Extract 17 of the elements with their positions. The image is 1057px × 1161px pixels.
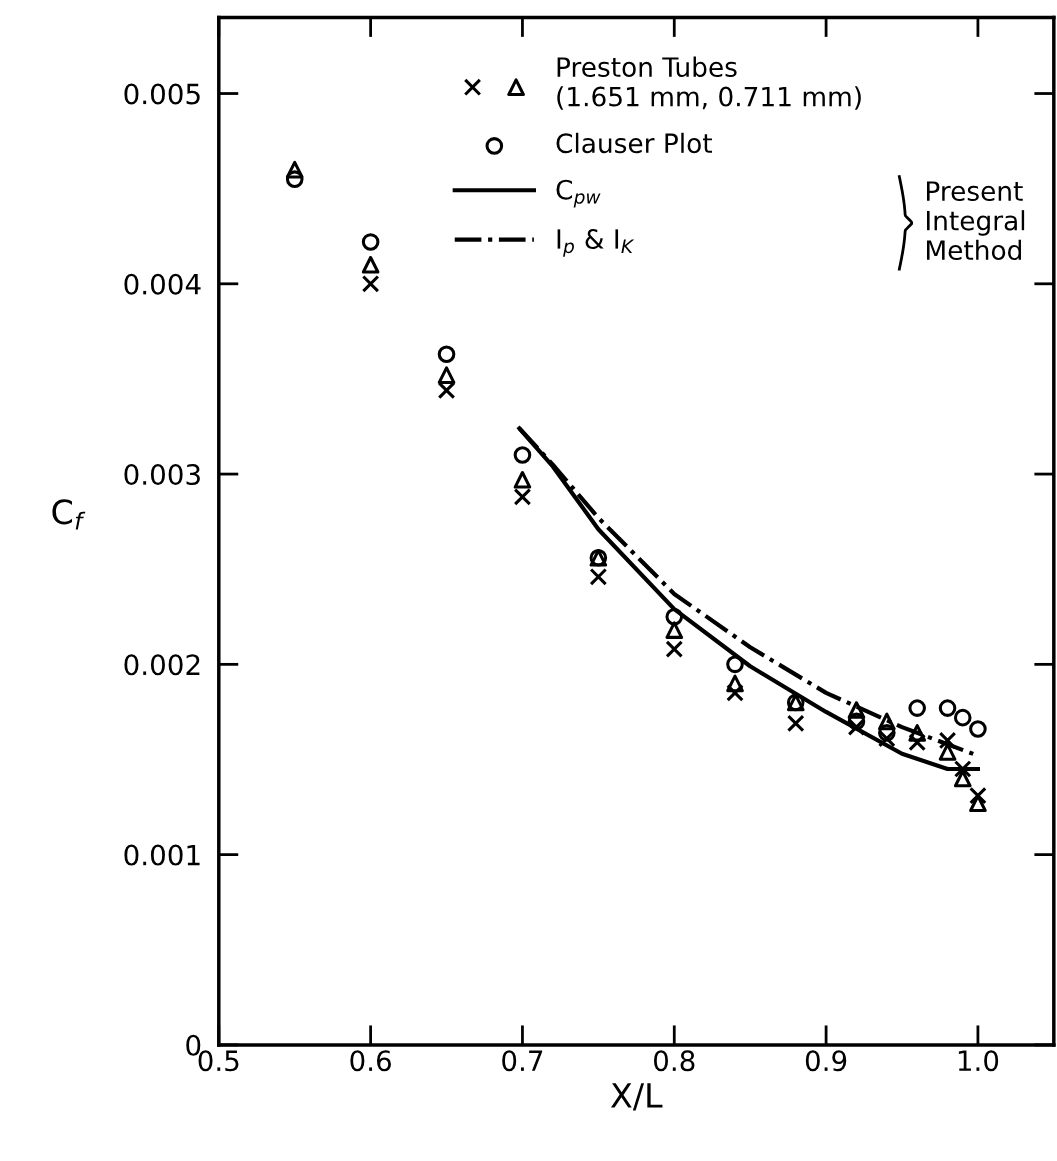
x-tick-label: 1.0 — [958, 1050, 999, 1072]
x-tick-label: 0.7 — [502, 1050, 543, 1072]
y-tick-label: 0.005 — [124, 83, 200, 105]
x-tick-label: 0.8 — [654, 1050, 695, 1072]
y-tick-label: 0.001 — [124, 844, 200, 866]
annotation: Present Integral Method — [926, 181, 1025, 261]
x-tick-label: 0.6 — [350, 1050, 391, 1072]
y-tick-label: 0.004 — [124, 273, 201, 295]
legend-label: Preston Tubes (1.651 mm, 0.711 mm) — [557, 56, 861, 110]
x-axis-title: X/L — [610, 1083, 663, 1111]
legend-label: I$_{p}$ & I$_{K}$ — [557, 229, 635, 257]
y-tick-label: 0.002 — [124, 654, 200, 676]
x-tick-label: 0.9 — [805, 1050, 847, 1072]
y-tick-label: 0.003 — [124, 464, 200, 486]
y-axis-title: C$_{f}$ — [52, 499, 86, 530]
legend-label: C$_{pw}$ — [556, 179, 601, 208]
legend-label: Clauser Plot — [556, 132, 712, 154]
